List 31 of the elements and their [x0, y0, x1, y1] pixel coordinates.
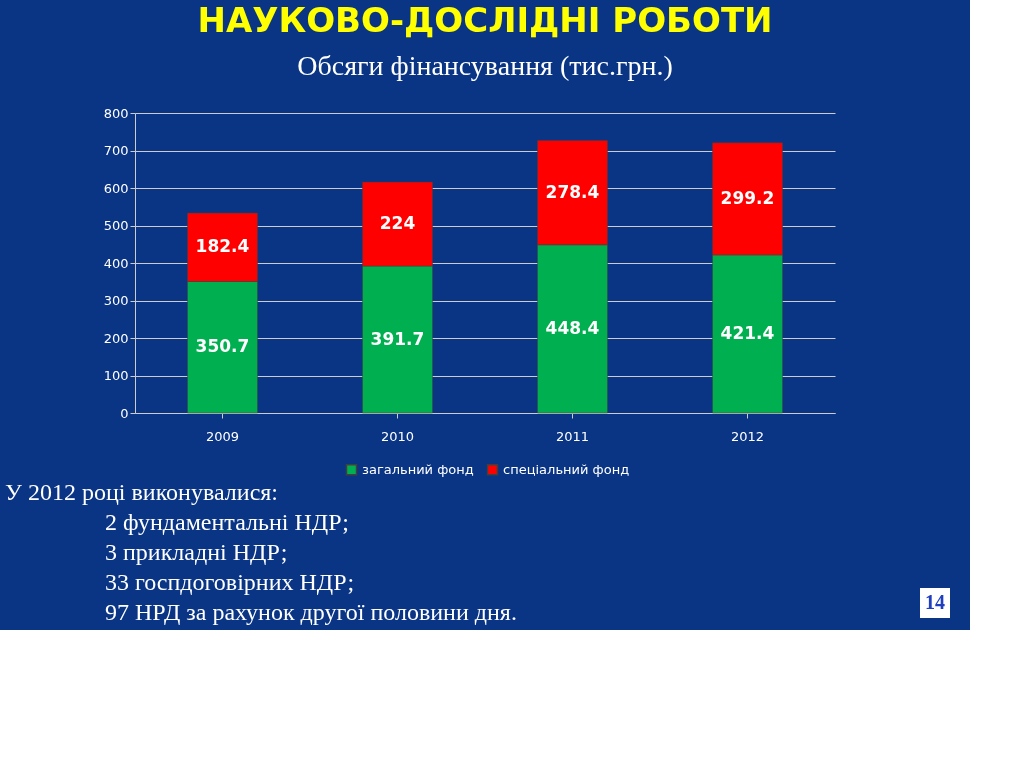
y-tick-label: 200: [103, 330, 129, 346]
legend-label: спеціальний фонд: [503, 461, 630, 477]
y-tick-label: 500: [103, 218, 129, 233]
data-label: 278.4: [545, 181, 600, 202]
y-tick-label: 400: [103, 255, 129, 271]
data-label: 350.7: [195, 336, 250, 357]
data-label: 448.4: [545, 317, 600, 338]
text: 2 фундаментальні НДР;: [105, 509, 350, 535]
y-tick-label: 100: [103, 368, 129, 383]
text: 3 прикладні НДР;: [105, 539, 288, 565]
x-tick-label: 2010: [380, 428, 415, 444]
y-tick-label: 0: [120, 405, 129, 421]
text: У 2012 році виконувалися:: [5, 479, 279, 505]
text: 33 госпдоговірних НДР;: [105, 569, 355, 595]
y-tick-label: 700: [103, 143, 129, 158]
y-tick-label: 800: [103, 105, 129, 121]
text: 97 НРД за рахунок другої половини дня.: [105, 599, 517, 625]
y-tick-label: 600: [103, 180, 129, 196]
data-label: 421.4: [720, 322, 775, 343]
data-label: 391.7: [370, 328, 425, 349]
y-tick-label: 300: [103, 293, 129, 308]
data-label: 224: [379, 213, 416, 234]
data-label: 299.2: [720, 187, 775, 208]
x-tick-label: 2009: [205, 428, 240, 444]
chart-title: НАУКОВО-ДОСЛІДНІ РОБОТИ: [197, 0, 773, 40]
chart-subtitle: Обсяги фінансування (тис.грн.): [297, 50, 673, 81]
legend-label: загальний фонд: [362, 461, 474, 477]
x-tick-label: 2012: [730, 428, 765, 444]
x-tick-label: 2011: [555, 428, 590, 444]
text: 14: [925, 591, 945, 613]
data-label: 182.4: [195, 236, 250, 257]
